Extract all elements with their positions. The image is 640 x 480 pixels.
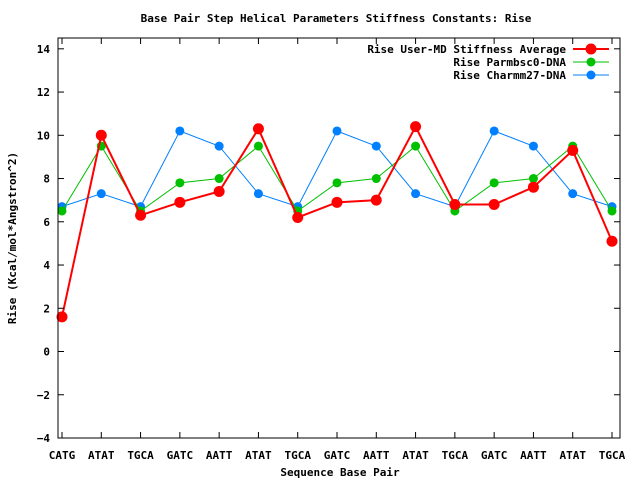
data-point <box>332 178 342 188</box>
x-tick-label: TGCA <box>284 449 311 462</box>
data-point <box>135 209 147 221</box>
y-tick-label: 2 <box>43 302 50 315</box>
x-tick-label: AATT <box>520 449 547 462</box>
y-axis-label: Rise (Kcal/mol*Angstron^2) <box>6 152 19 324</box>
data-point <box>331 196 343 208</box>
x-tick-label: TGCA <box>599 449 626 462</box>
y-tick-label: 14 <box>37 43 51 56</box>
data-point <box>527 181 539 193</box>
y-axis-ticks: −4 −2 0 2 4 6 8 10 12 14 <box>37 43 620 445</box>
data-point <box>371 141 381 151</box>
x-tick-label: AATT <box>363 449 390 462</box>
data-point <box>489 178 499 188</box>
data-point <box>96 189 106 199</box>
data-point <box>95 129 107 141</box>
data-point <box>56 311 68 323</box>
y-tick-label: −2 <box>37 389 50 402</box>
legend-entry-label: Rise User-MD Stiffness Average <box>367 43 566 56</box>
data-point <box>252 123 264 135</box>
series-layer <box>56 121 618 323</box>
plot-border <box>57 37 621 439</box>
data-point <box>214 141 224 151</box>
data-point <box>607 206 617 216</box>
legend-entry-label: Rise Parmbsc0-DNA <box>453 56 566 69</box>
x-tick-label: AATT <box>206 449 233 462</box>
x-tick-label: TGCA <box>127 449 154 462</box>
y-tick-label: 4 <box>43 259 50 272</box>
x-tick-label: GATC <box>167 449 194 462</box>
data-point <box>567 144 579 156</box>
data-point <box>175 126 185 136</box>
data-point <box>371 174 381 184</box>
data-point <box>528 141 538 151</box>
data-point <box>528 174 538 184</box>
data-point <box>253 141 263 151</box>
data-point <box>411 141 421 151</box>
data-point <box>214 174 224 184</box>
data-point <box>213 186 225 198</box>
y-tick-label: −4 <box>37 432 51 445</box>
legend-swatch-marker <box>586 57 596 67</box>
x-tick-label: GATC <box>324 449 351 462</box>
series-line <box>61 130 613 208</box>
series-line <box>61 124 613 318</box>
y-tick-label: 10 <box>37 129 50 142</box>
x-tick-label: TGCA <box>442 449 469 462</box>
series-1 <box>56 121 618 323</box>
data-point <box>370 194 382 206</box>
data-point <box>57 206 67 216</box>
data-point <box>449 198 461 210</box>
data-point <box>253 189 263 199</box>
y-tick-label: 6 <box>43 216 50 229</box>
x-axis-ticks: CATG ATAT TGCA GATC AATT ATAT TGCA GATC AATT ATAT… <box>49 38 626 462</box>
chart-title: Base Pair Step Helical Parameters Stiffn… <box>141 12 532 25</box>
x-tick-label: GATC <box>481 449 508 462</box>
y-tick-label: 0 <box>43 346 50 359</box>
x-tick-label: ATAT <box>402 449 429 462</box>
x-tick-label: ATAT <box>559 449 586 462</box>
data-point <box>488 198 500 210</box>
data-point <box>332 126 342 136</box>
data-point <box>175 178 185 188</box>
x-tick-label: ATAT <box>88 449 115 462</box>
data-point <box>174 196 186 208</box>
data-point <box>410 121 422 133</box>
data-point <box>411 189 421 199</box>
legend-swatch-marker <box>586 70 596 80</box>
x-tick-label: ATAT <box>245 449 272 462</box>
legend-entry-label: Rise Charmm27-DNA <box>453 69 566 82</box>
data-point <box>606 235 618 247</box>
data-point <box>489 126 499 136</box>
y-tick-label: 8 <box>43 173 50 186</box>
x-tick-label: CATG <box>49 449 76 462</box>
legend-swatch-marker <box>585 43 597 55</box>
y-tick-label: 12 <box>37 86 50 99</box>
x-axis-label: Sequence Base Pair <box>280 466 400 479</box>
data-point <box>568 189 578 199</box>
series-2 <box>57 141 617 216</box>
data-point <box>292 211 304 223</box>
